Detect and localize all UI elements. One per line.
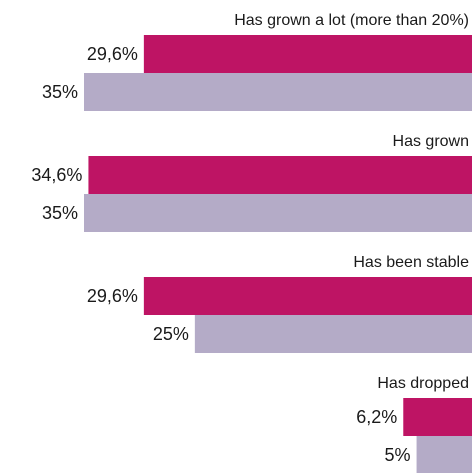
category-label: Has been stable — [353, 254, 469, 271]
bar — [143, 277, 472, 315]
value-label: 35% — [42, 82, 78, 102]
category-label: Has dropped — [377, 375, 469, 392]
value-label: 29,6% — [87, 44, 138, 64]
category-label: Has grown — [393, 133, 469, 150]
value-label: 25% — [153, 324, 189, 344]
value-label: 35% — [42, 203, 78, 223]
bar — [194, 315, 472, 353]
bar — [88, 156, 472, 194]
value-label: 5% — [385, 445, 411, 465]
category-label: Has grown a lot (more than 20%) — [234, 12, 469, 29]
value-label: 29,6% — [87, 286, 138, 306]
value-label: 6,2% — [356, 407, 397, 427]
bar — [84, 194, 472, 232]
bar — [403, 398, 472, 436]
bar — [84, 73, 472, 111]
bar — [143, 35, 472, 73]
value-label: 34,6% — [31, 165, 82, 185]
bar — [416, 436, 472, 473]
